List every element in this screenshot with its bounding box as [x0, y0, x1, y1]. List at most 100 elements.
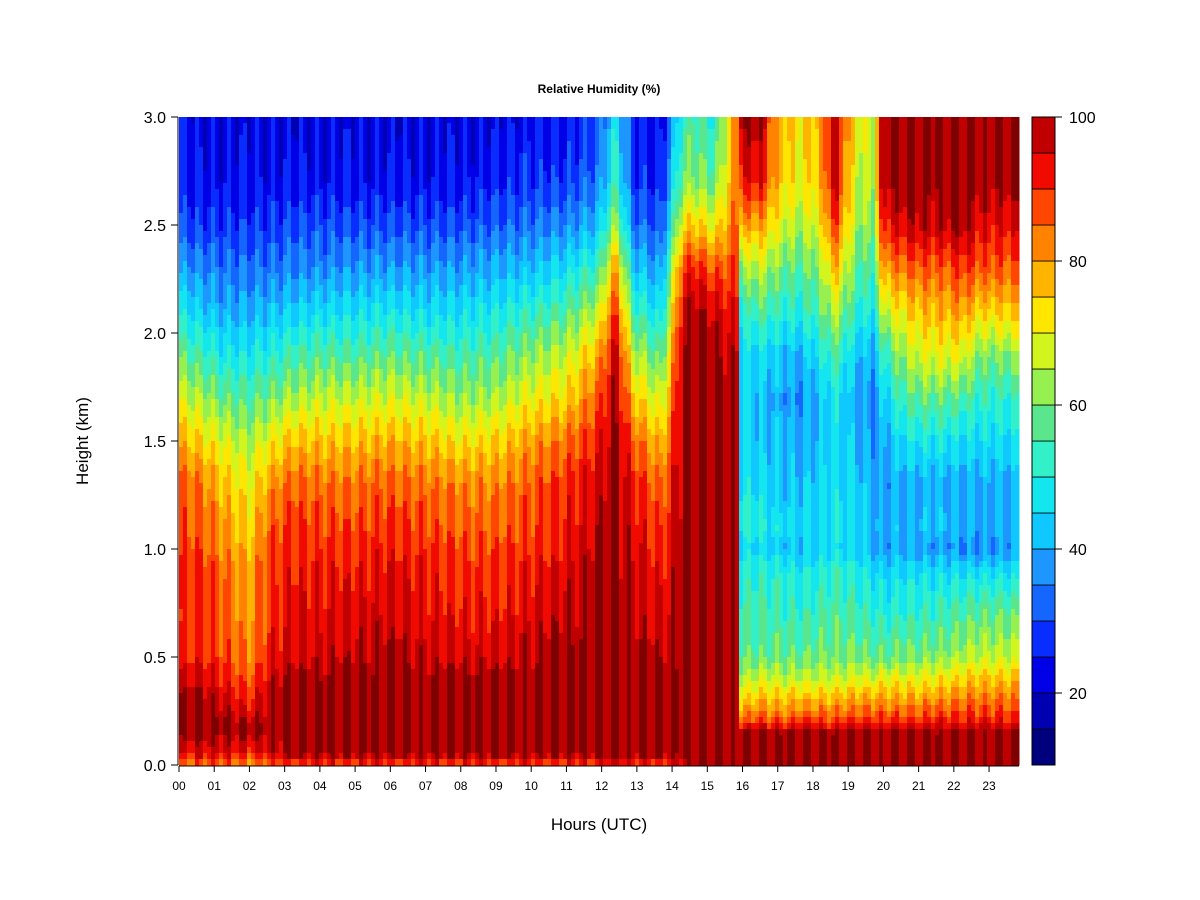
heatmap-cell	[323, 345, 328, 352]
heatmap-cell	[339, 567, 344, 574]
heatmap-cell	[255, 651, 260, 658]
heatmap-cell	[275, 249, 280, 256]
heatmap-cell	[239, 717, 244, 724]
heatmap-cell	[279, 477, 284, 484]
heatmap-cell	[275, 585, 280, 592]
heatmap-cell	[227, 471, 232, 478]
heatmap-cell	[251, 333, 256, 340]
heatmap-cell	[203, 543, 208, 550]
heatmap-cell	[351, 603, 356, 610]
heatmap-cell	[223, 303, 228, 310]
heatmap-cell	[207, 573, 212, 580]
heatmap-cell	[179, 747, 184, 754]
heatmap-cell	[295, 507, 300, 514]
heatmap-cell	[271, 429, 276, 436]
heatmap-cell	[255, 705, 260, 712]
heatmap-cell	[207, 159, 212, 166]
heatmap-cell	[263, 309, 268, 316]
heatmap-cell	[315, 393, 320, 400]
heatmap-cell	[271, 351, 276, 358]
heatmap-cell	[335, 651, 340, 658]
heatmap-cell	[291, 675, 296, 682]
heatmap-cell	[311, 147, 316, 154]
heatmap-cell	[203, 741, 208, 748]
heatmap-cell	[279, 615, 284, 622]
heatmap-cell	[275, 603, 280, 610]
heatmap-cell	[259, 375, 264, 382]
heatmap-cell	[299, 459, 304, 466]
heatmap-cell	[287, 189, 292, 196]
heatmap-cell	[287, 465, 292, 472]
heatmap-cell	[283, 465, 288, 472]
heatmap-cell	[315, 561, 320, 568]
heatmap-cell	[227, 279, 232, 286]
heatmap-cell	[355, 741, 360, 748]
heatmap-cell	[279, 609, 284, 616]
heatmap-cell	[195, 279, 200, 286]
heatmap-cell	[275, 645, 280, 652]
heatmap-cell	[243, 225, 248, 232]
heatmap-cell	[331, 147, 336, 154]
heatmap-cell	[295, 291, 300, 298]
heatmap-cell	[339, 321, 344, 328]
heatmap-cell	[331, 543, 336, 550]
heatmap-cell	[235, 213, 240, 220]
heatmap-cell	[331, 489, 336, 496]
heatmap-cell	[283, 753, 288, 760]
heatmap-cell	[347, 597, 352, 604]
heatmap-cell	[355, 387, 360, 394]
heatmap-cell	[295, 189, 300, 196]
heatmap-cell	[295, 729, 300, 736]
heatmap-cell	[335, 591, 340, 598]
heatmap-cell	[347, 153, 352, 160]
heatmap-cell	[311, 279, 316, 286]
heatmap-cell	[347, 375, 352, 382]
heatmap-cell	[215, 231, 220, 238]
heatmap-cell	[323, 579, 328, 586]
heatmap-cell	[295, 567, 300, 574]
heatmap-cell	[263, 525, 268, 532]
heatmap-cell	[223, 555, 228, 562]
heatmap-cell	[351, 207, 356, 214]
heatmap-cell	[235, 441, 240, 448]
heatmap-cell	[231, 747, 236, 754]
heatmap-cell	[343, 237, 348, 244]
heatmap-cell	[363, 123, 368, 130]
heatmap-cell	[199, 585, 204, 592]
heatmap-cell	[235, 471, 240, 478]
heatmap-cell	[215, 531, 220, 538]
heatmap-cell	[331, 243, 336, 250]
heatmap-cell	[267, 711, 272, 718]
heatmap-cell	[199, 573, 204, 580]
heatmap-cell	[259, 399, 264, 406]
heatmap-cell	[199, 603, 204, 610]
heatmap-cell	[343, 717, 348, 724]
heatmap-cell	[247, 759, 252, 766]
heatmap-cell	[211, 615, 216, 622]
heatmap-cell	[235, 705, 240, 712]
heatmap-cell	[267, 645, 272, 652]
heatmap-cell	[179, 513, 184, 520]
heatmap-cell	[303, 603, 308, 610]
heatmap-cell	[279, 189, 284, 196]
heatmap-cell	[223, 741, 228, 748]
heatmap-cell	[299, 621, 304, 628]
heatmap-cell	[179, 489, 184, 496]
heatmap-cell	[183, 567, 188, 574]
heatmap-cell	[187, 579, 192, 586]
heatmap-cell	[231, 219, 236, 226]
heatmap-cell	[207, 261, 212, 268]
heatmap-cell	[251, 135, 256, 142]
heatmap-cell	[223, 201, 228, 208]
heatmap-cell	[323, 729, 328, 736]
heatmap-cell	[311, 501, 316, 508]
heatmap-cell	[223, 603, 228, 610]
heatmap-cell	[343, 231, 348, 238]
heatmap-cell	[299, 297, 304, 304]
heatmap-cell	[315, 693, 320, 700]
heatmap-cell	[255, 549, 260, 556]
heatmap-cell	[267, 513, 272, 520]
heatmap-cell	[251, 543, 256, 550]
heatmap-cell	[283, 369, 288, 376]
heatmap-cell	[347, 477, 352, 484]
